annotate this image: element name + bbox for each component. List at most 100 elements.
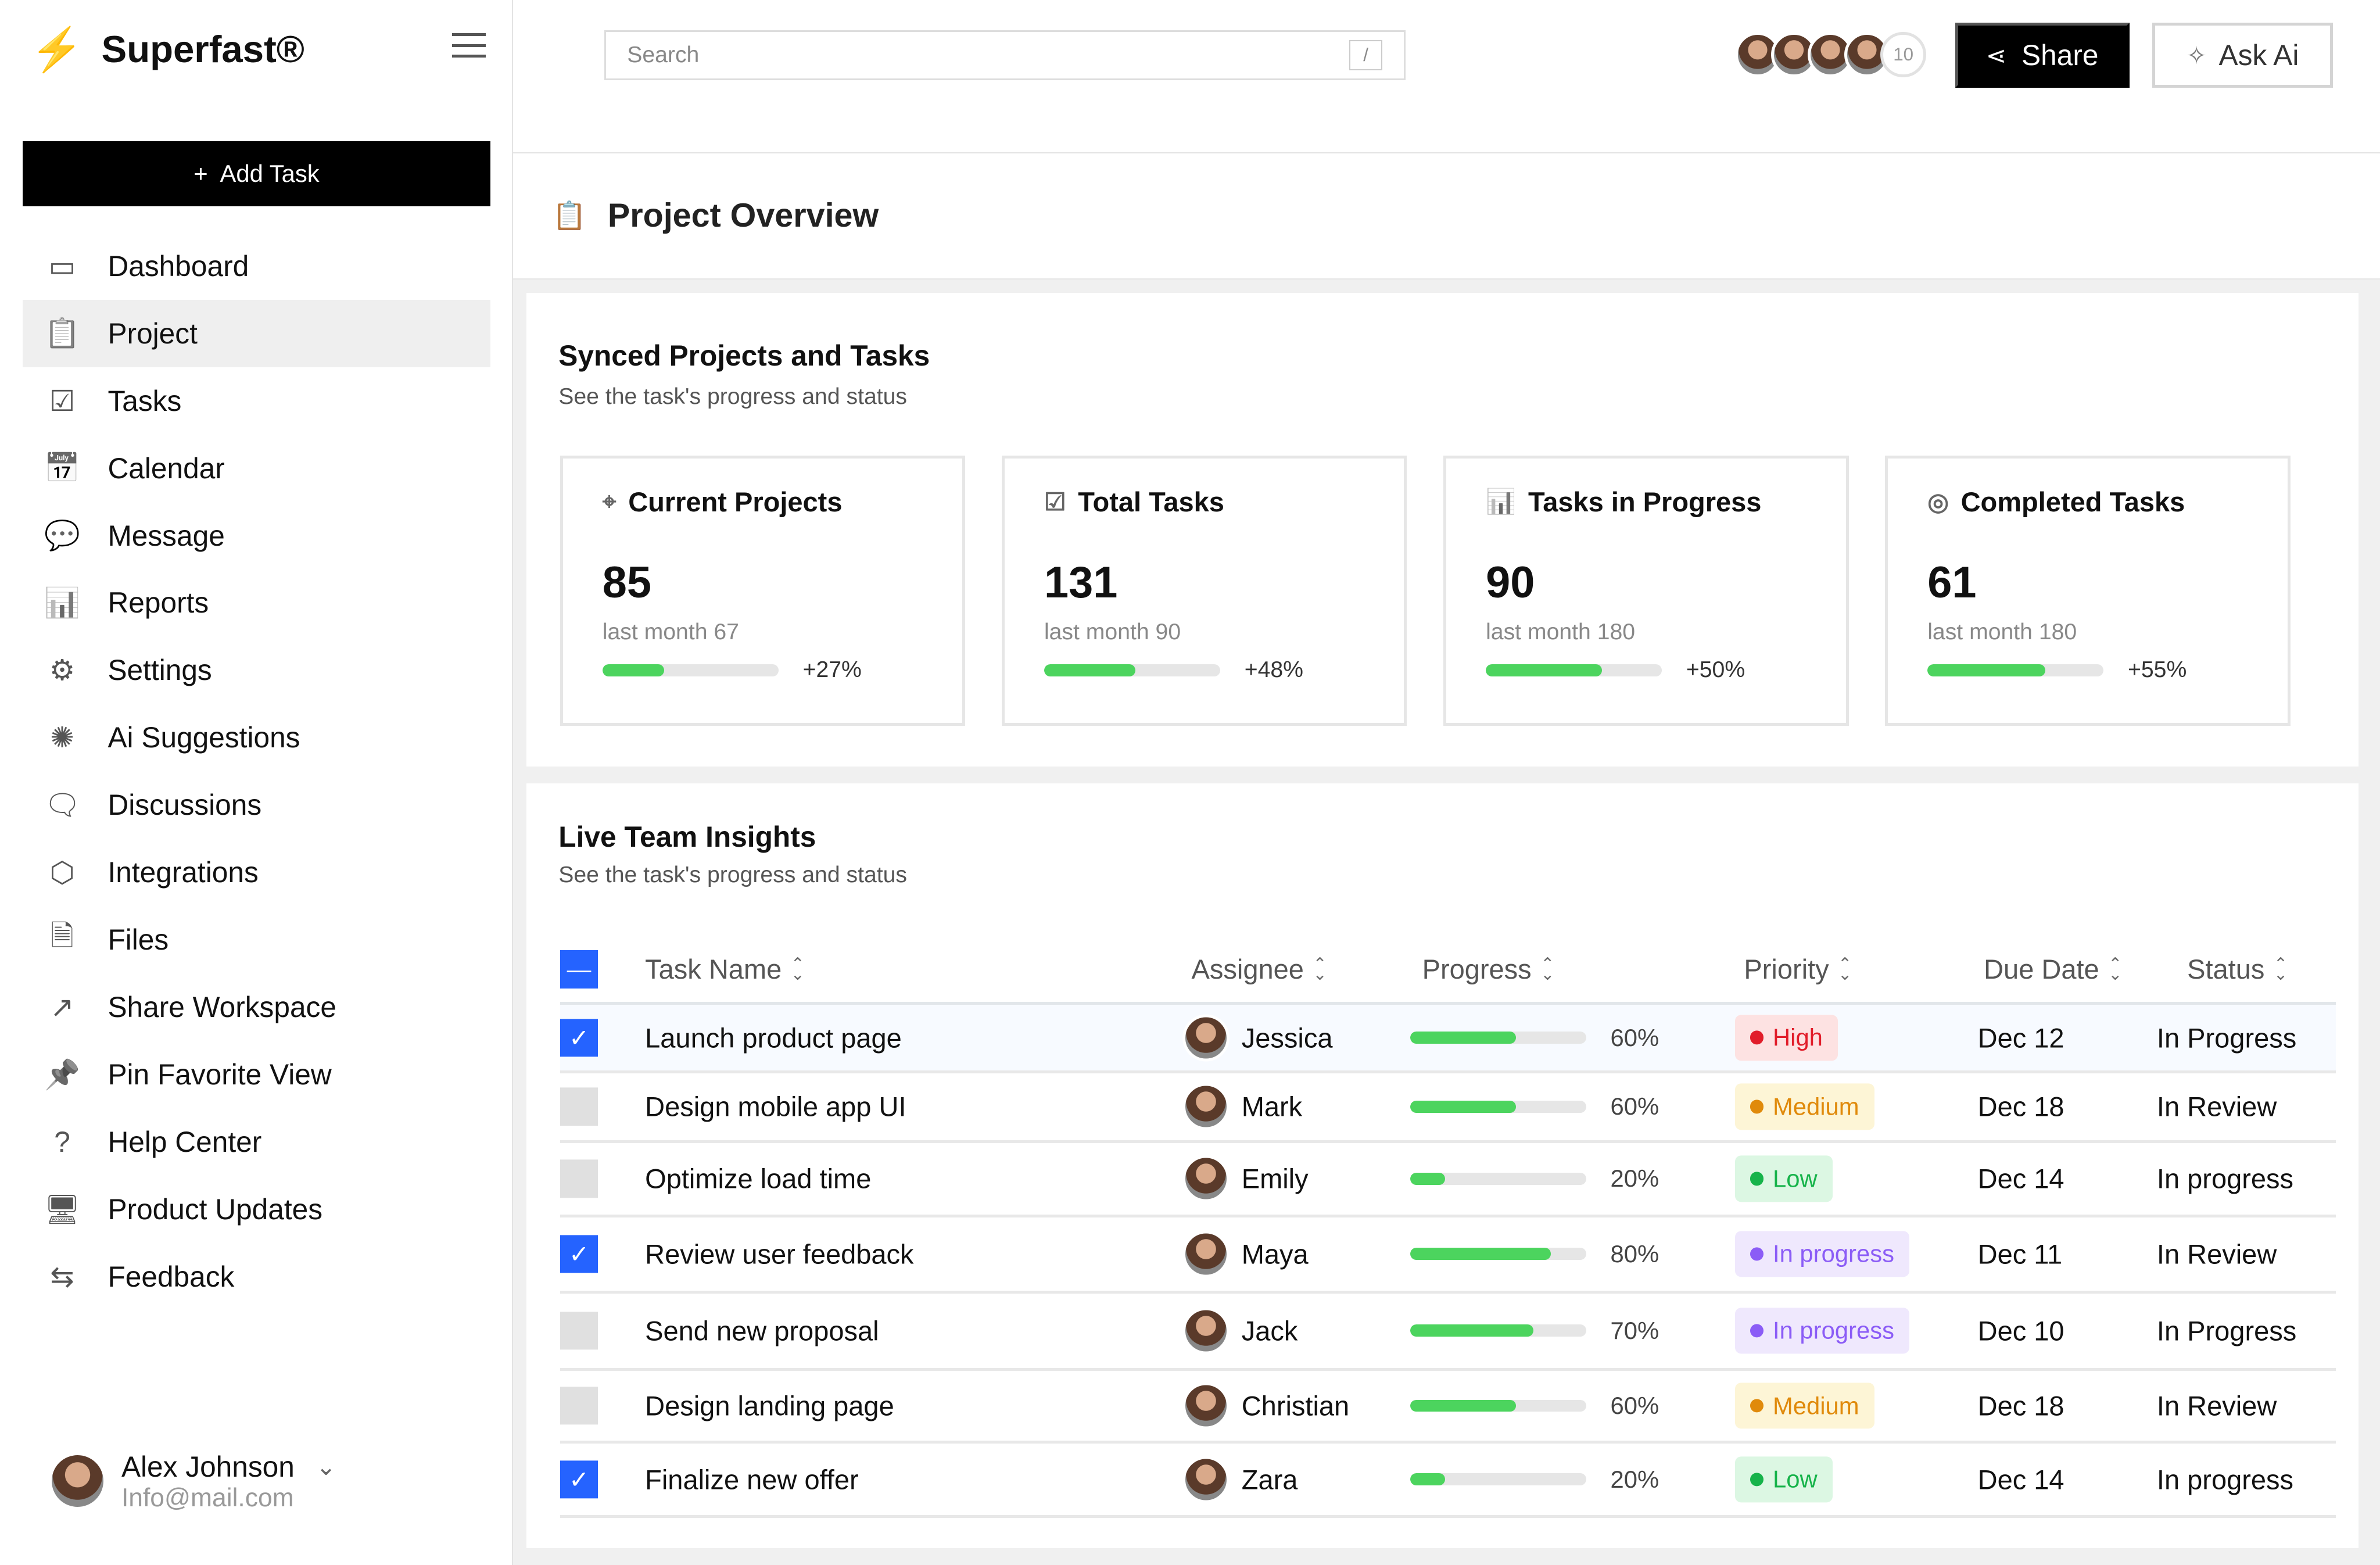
sidebar-item-label: Reports (107, 586, 209, 619)
stat-change: +55% (2128, 657, 2187, 683)
sidebar-item-discussions[interactable]: 🗨 Discussions (23, 771, 490, 839)
monitor-icon: 🖥 (44, 1192, 81, 1226)
add-task-button[interactable]: + Add Task (23, 141, 490, 207)
table-row[interactable]: ✓ Launch product page Jessica 60% High D… (560, 1005, 2336, 1073)
column-header[interactable]: Due Date ⌃ ⌄ (1984, 953, 2122, 985)
hamburger-menu-icon[interactable] (452, 33, 486, 58)
priority-badge: In progress (1734, 1231, 1910, 1277)
sidebar-item-label: Integrations (107, 856, 259, 889)
column-header[interactable]: Progress ⌃ ⌄ (1422, 953, 1555, 985)
stat-progress-bar (602, 664, 779, 676)
row-checkbox[interactable] (560, 1087, 598, 1126)
sort-icon[interactable]: ⌃ ⌄ (2274, 954, 2288, 984)
table-row[interactable]: ✓ Finalize new offer Zara 20% Low Dec 14… (560, 1444, 2336, 1519)
search-input[interactable]: Search / (604, 30, 1406, 81)
logo[interactable]: ⚡ Superfast® (30, 24, 304, 74)
sidebar-item-settings[interactable]: ⚙ Settings (23, 636, 490, 704)
table-row[interactable]: ✓ Review user feedback Maya 80% In progr… (560, 1217, 2336, 1294)
priority-label: Medium (1772, 1093, 1859, 1120)
user-email: Info@mail.com (121, 1483, 294, 1512)
share-out-icon: ↗ (50, 991, 74, 1024)
table-row[interactable]: Send new proposal Jack 70% In progress D… (560, 1294, 2336, 1371)
assignee-name: Zara (1241, 1464, 1298, 1495)
sidebar-item-calendar[interactable]: 📅 Calendar (23, 435, 490, 502)
sidebar-item-help-center[interactable]: ? Help Center (23, 1108, 490, 1176)
sidebar-item-message[interactable]: 💬 Message (23, 502, 490, 570)
sidebar-item-project[interactable]: 📋 Project (23, 299, 490, 367)
task-status: In Review (2156, 1238, 2277, 1270)
help-icon: ? (54, 1126, 70, 1159)
row-checkbox[interactable]: ✓ (560, 1460, 598, 1499)
row-checkbox[interactable] (560, 1159, 598, 1198)
sidebar-item-label: Dashboard (107, 249, 249, 282)
sidebar-item-share-workspace[interactable]: ↗ Share Workspace (23, 973, 490, 1041)
gear-icon: ⚙ (49, 654, 76, 687)
add-task-label: Add Task (220, 160, 320, 188)
due-date: Dec 10 (1977, 1315, 2064, 1346)
sort-icon[interactable]: ⌃ ⌄ (2108, 954, 2123, 984)
more-members-count[interactable]: 10 (1880, 31, 1926, 78)
ask-ai-button[interactable]: ✧ Ask Ai (2152, 23, 2333, 88)
column-label: Due Date (1984, 954, 2099, 985)
sidebar-item-label: Share Workspace (107, 991, 336, 1024)
task-status: In Review (2156, 1091, 2277, 1122)
table-row[interactable]: Design landing page Christian 60% Medium… (560, 1371, 2336, 1444)
sort-icon[interactable]: ⌃ ⌄ (1313, 954, 1327, 984)
stat-value: 61 (1927, 557, 1977, 607)
pin-icon: 📌 (44, 1058, 80, 1091)
table-row[interactable]: Design mobile app UI Mark 60% Medium Dec… (560, 1073, 2336, 1143)
column-header[interactable]: Assignee ⌃ ⌄ (1192, 953, 1327, 985)
sidebar-item-label: Feedback (107, 1260, 235, 1294)
column-header[interactable]: Task Name ⌃ ⌄ (645, 953, 805, 985)
sidebar-nav: ▭ Dashboard 📋 Project ☑ Tasks 📅 Calendar 💬 Messag… (23, 232, 490, 1311)
discussion-icon: 🗨 (44, 788, 81, 821)
row-checkbox[interactable] (560, 1387, 598, 1425)
priority-label: Low (1772, 1165, 1818, 1192)
column-label: Progress (1422, 954, 1532, 985)
sidebar-item-reports[interactable]: 📊 Reports (23, 570, 490, 637)
sidebar-item-integrations[interactable]: ⬡ Integrations (23, 839, 490, 906)
sidebar-item-pin-favorite-view[interactable]: 📌 Pin Favorite View (23, 1041, 490, 1108)
row-checkbox[interactable]: ✓ (560, 1018, 598, 1057)
clipboard-icon: 📋 (552, 200, 587, 231)
user-profile[interactable]: Alex Johnson ⌄ Info@mail.com (48, 1450, 336, 1513)
stat-change: +27% (802, 657, 862, 683)
sparkle-icon: ✧ (2186, 41, 2207, 69)
priority-label: Medium (1772, 1391, 1859, 1419)
team-insights-card: Live Team Insights See the task's progre… (526, 783, 2359, 1549)
checkbox-icon: ☑ (49, 384, 76, 417)
due-date: Dec 18 (1977, 1390, 2064, 1421)
sidebar-item-ai-suggestions[interactable]: ✺ Ai Suggestions (23, 704, 490, 771)
stat-change: +48% (1244, 657, 1303, 683)
checkbox-icon: ☑ (1044, 488, 1066, 515)
sidebar-item-feedback[interactable]: ⇆ Feedback (23, 1243, 490, 1310)
sidebar-item-files[interactable]: 🗎 Files (23, 906, 490, 973)
sidebar-item-tasks[interactable]: ☑ Tasks (23, 367, 490, 435)
select-all-checkbox[interactable]: — (560, 950, 598, 989)
section-title: Synced Projects and Tasks (558, 339, 930, 372)
column-header[interactable]: Status ⌃ ⌄ (2187, 953, 2288, 985)
sidebar-item-dashboard[interactable]: ▭ Dashboard (23, 232, 490, 300)
sort-icon[interactable]: ⌃ ⌄ (790, 954, 805, 984)
task-name: Review user feedback (645, 1238, 914, 1270)
assignee-name: Maya (1241, 1238, 1309, 1270)
team-avatars[interactable]: 10 (1734, 31, 1926, 78)
row-checkbox[interactable] (560, 1312, 598, 1350)
share-button[interactable]: ⋖ Share (1955, 23, 2130, 88)
due-date: Dec 14 (1977, 1163, 2064, 1194)
column-header[interactable]: Priority ⌃ ⌄ (1744, 953, 1852, 985)
chevron-down-icon[interactable]: ⌄ (316, 1453, 336, 1481)
stat-title: Tasks in Progress (1528, 486, 1762, 517)
task-name: Finalize new offer (645, 1464, 859, 1495)
task-progress-bar (1410, 1473, 1586, 1486)
stat-card: ☑ Total Tasks 131 last month 90 +48% (1002, 455, 1407, 726)
table-row[interactable]: Optimize load time Emily 20% Low Dec 14 … (560, 1143, 2336, 1217)
sidebar-item-product-updates[interactable]: 🖥 Product Updates (23, 1176, 490, 1243)
row-checkbox[interactable]: ✓ (560, 1235, 598, 1273)
sort-icon[interactable]: ⌃ ⌄ (1838, 954, 1852, 984)
assignee-name: Jack (1241, 1315, 1298, 1346)
stat-last-month: last month 90 (1044, 619, 1181, 645)
sort-icon[interactable]: ⌃ ⌄ (1540, 954, 1555, 984)
task-status: In Progress (2156, 1315, 2297, 1346)
page-header: 📋 Project Overview (512, 153, 2380, 280)
